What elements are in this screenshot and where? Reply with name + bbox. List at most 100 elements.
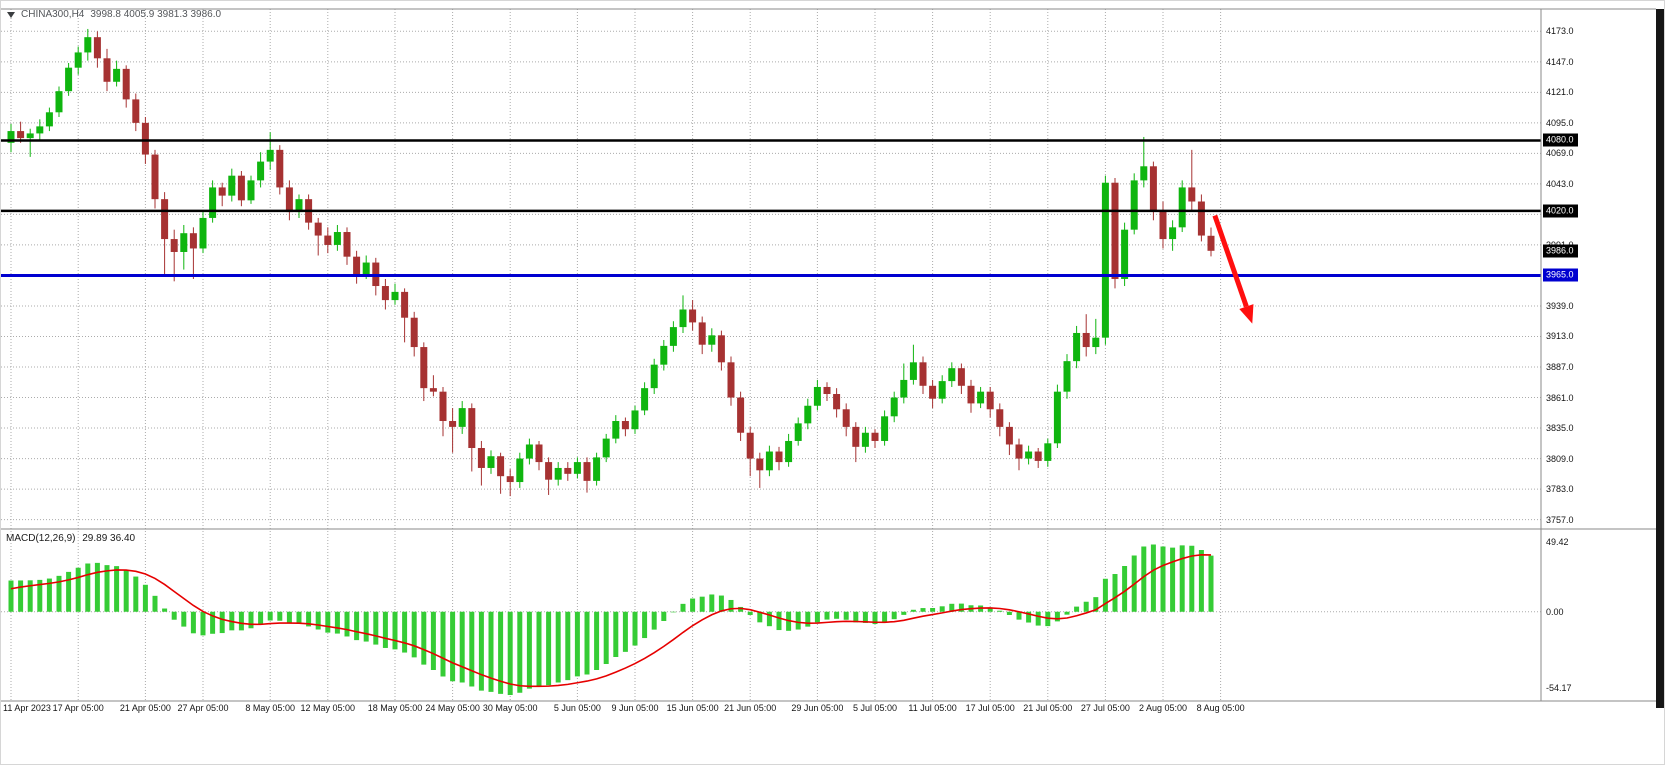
grid <box>1 9 1541 701</box>
candle-body <box>861 432 869 447</box>
candle-body <box>343 232 351 257</box>
candle-body <box>151 154 159 200</box>
candle-body <box>948 368 956 382</box>
candle-body <box>314 222 322 236</box>
candle-body <box>17 131 25 139</box>
candle-body <box>218 187 226 196</box>
candle-body <box>583 462 591 481</box>
candle-body <box>1111 182 1119 279</box>
candle-body <box>823 386 831 395</box>
candle-body <box>545 462 553 480</box>
candle-body <box>775 451 783 463</box>
candle-body <box>833 394 841 410</box>
sell-arrow-annotation[interactable] <box>1212 214 1254 324</box>
candle-body <box>439 391 447 422</box>
candle-body <box>852 426 860 447</box>
candle-body <box>362 262 370 275</box>
candle-body <box>103 58 111 82</box>
candle-body <box>621 421 629 430</box>
price-level-lines <box>1 139 1541 277</box>
candle-body <box>381 286 389 301</box>
macd-signal-line <box>10 554 1212 688</box>
candle-body <box>938 381 946 399</box>
candle-body <box>650 364 658 389</box>
candle-body <box>554 467 562 480</box>
candle-body <box>573 462 581 474</box>
macd-name: MACD(12,26,9) <box>6 533 76 544</box>
candle-body <box>842 409 850 427</box>
candle-body <box>1063 361 1071 392</box>
candle-body <box>1034 451 1042 461</box>
candle-body <box>506 476 514 483</box>
candle-body <box>65 67 73 92</box>
candle-body <box>391 291 399 301</box>
candle-body <box>324 235 332 245</box>
candle-body <box>871 432 879 441</box>
candle-body <box>468 408 476 449</box>
candle-body <box>1130 180 1138 230</box>
candle-body <box>449 421 457 427</box>
candle-body <box>1188 187 1196 202</box>
candle-body <box>247 180 255 201</box>
candle-body <box>785 440 793 463</box>
candle-body <box>765 451 773 471</box>
candle-body <box>1015 444 1023 459</box>
candle-body <box>401 291 409 318</box>
candle-body <box>228 175 236 196</box>
candle-body <box>45 112 53 127</box>
candle-body <box>717 335 725 363</box>
macd-indicator-label: MACD(12,26,9) 29.89 36.40 <box>6 533 139 544</box>
candle-body <box>1149 166 1157 211</box>
candle-body <box>1159 210 1167 240</box>
candle-body <box>967 385 975 404</box>
candle-body <box>919 362 927 386</box>
candle-body <box>909 362 917 380</box>
candle-body <box>957 368 965 386</box>
candle-body <box>727 362 735 398</box>
candle-body <box>1207 235 1215 251</box>
candle-body <box>7 131 15 143</box>
candle-body <box>141 122 149 155</box>
candle-body <box>737 397 745 433</box>
candle-body <box>890 397 898 417</box>
macd-indicator <box>1 544 1541 696</box>
candle-body <box>516 458 524 483</box>
symbol-ohlc-values: 3998.8 4005.9 3981.3 3986.0 <box>90 9 222 20</box>
candle-body <box>132 99 140 123</box>
pane-borders <box>1 8 1656 702</box>
candle-body <box>1025 451 1033 459</box>
candle-body <box>929 385 937 399</box>
candle-body <box>276 149 284 188</box>
candle-body <box>420 347 428 389</box>
candle-body <box>804 405 812 424</box>
candle-body <box>122 68 130 100</box>
candle-body <box>986 391 994 410</box>
candle-body <box>161 199 169 240</box>
candle-body <box>477 448 485 468</box>
candle-body <box>333 232 341 245</box>
candle-body <box>1101 182 1109 338</box>
candle-body <box>74 52 82 68</box>
candle-body <box>689 309 697 323</box>
candle-body <box>170 239 178 252</box>
candle-body <box>1140 166 1148 181</box>
candle-body <box>26 133 34 139</box>
candle-body <box>535 444 543 463</box>
candle-body <box>1178 187 1186 228</box>
candle-body <box>881 416 889 441</box>
candle-body <box>593 457 601 481</box>
candle-body <box>525 444 533 459</box>
candle-body <box>55 91 63 113</box>
arrow-head <box>1239 304 1254 324</box>
candle-body <box>612 421 620 439</box>
candles-series <box>7 28 1215 497</box>
candle-body <box>257 161 265 181</box>
candle-body <box>93 37 101 59</box>
candle-body <box>631 410 639 430</box>
candle-body <box>602 438 610 458</box>
candle-body <box>1073 332 1081 362</box>
candle-body <box>1169 227 1177 240</box>
candle-body <box>209 187 217 218</box>
dropdown-arrow-icon[interactable] <box>7 11 15 18</box>
